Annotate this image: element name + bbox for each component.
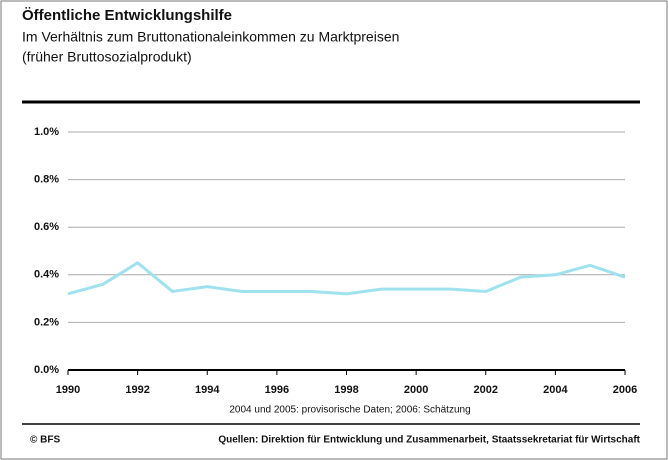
x-tick-label: 1996	[265, 384, 289, 396]
note: 2004 und 2005: provisorische Daten; 2006…	[229, 405, 470, 416]
y-tick-label: 0.4%	[34, 269, 59, 281]
x-tick-label: 2004	[543, 384, 568, 396]
x-tick-label: 1998	[334, 384, 358, 396]
line-series	[67, 261, 626, 296]
chart-title: Öffentliche Entwicklungshilfe	[22, 7, 232, 24]
footer-right: Quellen: Direktion für Entwicklung und Z…	[218, 435, 640, 446]
subtitle: Im Verhältnis zum Bruttonationaleinkomme…	[22, 29, 399, 45]
x-tick-label: 2000	[404, 384, 428, 396]
x-tick-label: 2002	[474, 384, 498, 396]
x-tick-label: 1990	[56, 384, 80, 396]
y-tick-label: 0.2%	[34, 316, 59, 328]
y-tick-label: 1.0%	[34, 126, 59, 138]
footer-left: © BFS	[30, 435, 60, 446]
y-tick-label: 0.8%	[34, 174, 59, 186]
y-tick-label: 0.0%	[34, 364, 59, 376]
subtitle: (früher Bruttosozialprodukt)	[22, 49, 192, 65]
x-tick-label: 1992	[125, 384, 149, 396]
y-tick-label: 0.6%	[34, 221, 59, 233]
x-tick-label: 1994	[195, 384, 220, 396]
x-tick-label: 2006	[613, 384, 637, 396]
